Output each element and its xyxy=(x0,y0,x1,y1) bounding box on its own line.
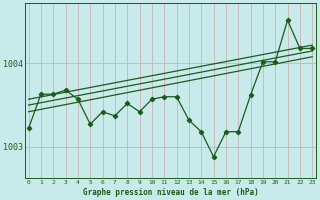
X-axis label: Graphe pression niveau de la mer (hPa): Graphe pression niveau de la mer (hPa) xyxy=(83,188,258,197)
